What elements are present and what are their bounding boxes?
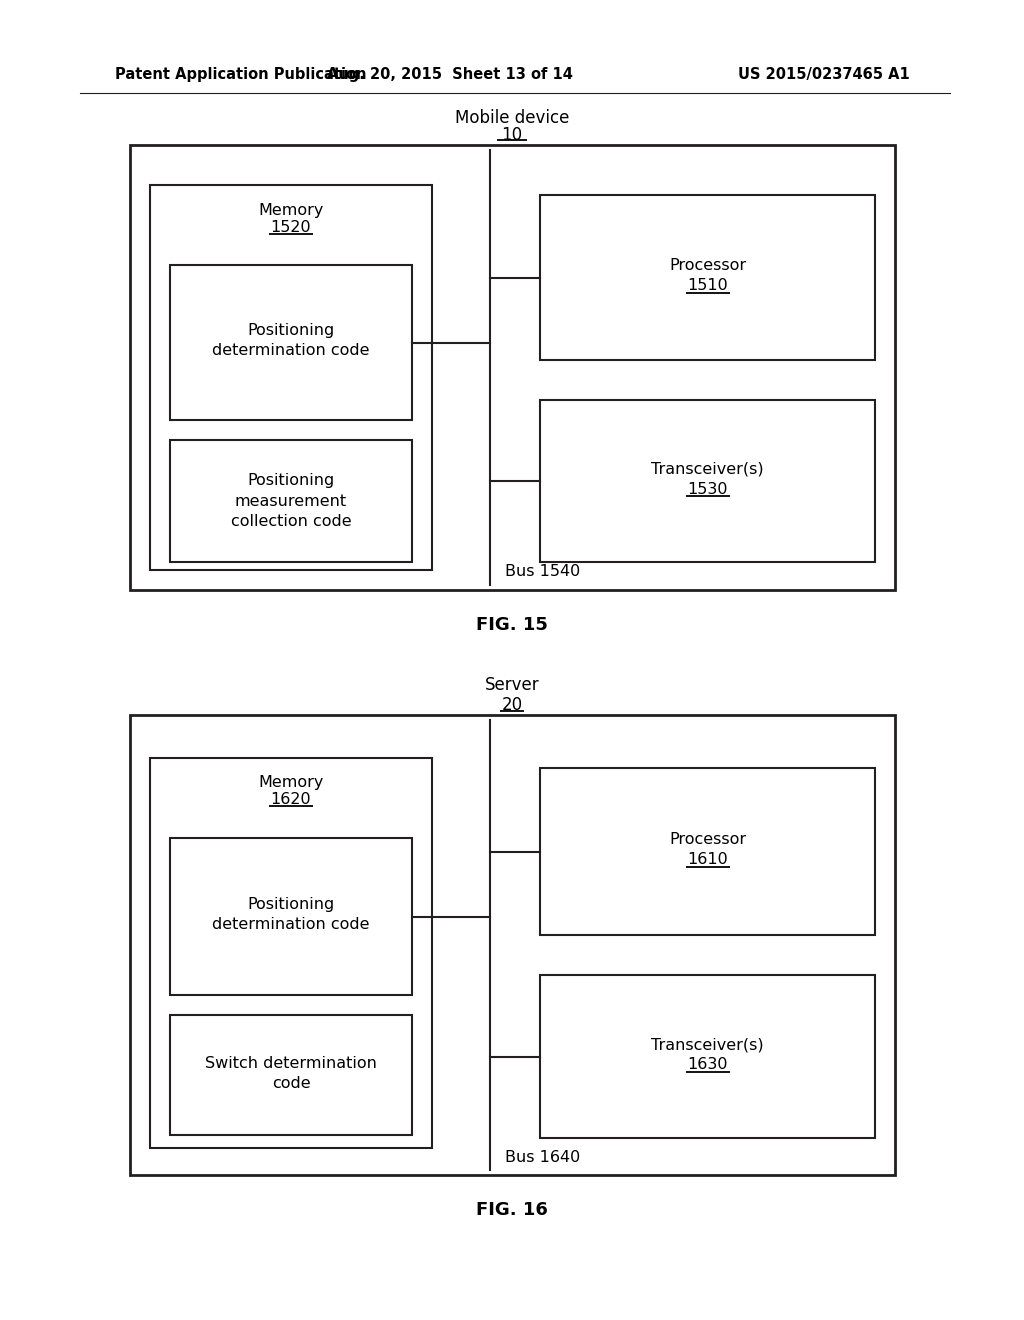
Text: Mobile device: Mobile device — [455, 110, 569, 127]
Text: determination code: determination code — [212, 917, 370, 932]
Bar — [150, 758, 432, 1148]
Text: 20: 20 — [502, 696, 522, 714]
Text: 1530: 1530 — [687, 482, 728, 496]
Text: Positioning: Positioning — [248, 474, 335, 488]
Text: Transceiver(s): Transceiver(s) — [651, 1038, 764, 1052]
Text: Bus 1640: Bus 1640 — [505, 1150, 581, 1164]
Text: 10: 10 — [502, 125, 522, 144]
Text: 1620: 1620 — [270, 792, 311, 808]
Text: FIG. 16: FIG. 16 — [476, 1201, 548, 1218]
Text: determination code: determination code — [212, 343, 370, 358]
Text: Switch determination: Switch determination — [205, 1056, 377, 1071]
Bar — [170, 440, 412, 562]
Text: Memory: Memory — [258, 202, 324, 218]
Text: Aug. 20, 2015  Sheet 13 of 14: Aug. 20, 2015 Sheet 13 of 14 — [327, 67, 573, 82]
Bar — [150, 185, 432, 570]
Text: 1630: 1630 — [687, 1057, 728, 1072]
Bar — [170, 1015, 412, 1135]
Text: Patent Application Publication: Patent Application Publication — [115, 67, 367, 82]
Bar — [170, 838, 412, 995]
Text: collection code: collection code — [230, 513, 351, 528]
Text: Server: Server — [484, 676, 540, 694]
Bar — [540, 975, 874, 1138]
Text: Bus 1540: Bus 1540 — [505, 565, 581, 579]
Bar — [130, 145, 895, 590]
Text: Memory: Memory — [258, 775, 324, 789]
Text: code: code — [271, 1076, 310, 1090]
Text: Processor: Processor — [669, 257, 746, 273]
Text: FIG. 15: FIG. 15 — [476, 616, 548, 634]
Bar — [540, 768, 874, 935]
Bar — [540, 400, 874, 562]
Bar — [170, 265, 412, 420]
Text: measurement: measurement — [234, 494, 347, 508]
Text: Positioning: Positioning — [248, 323, 335, 338]
Text: Transceiver(s): Transceiver(s) — [651, 462, 764, 477]
Bar — [540, 195, 874, 360]
Text: Positioning: Positioning — [248, 898, 335, 912]
Text: US 2015/0237465 A1: US 2015/0237465 A1 — [738, 67, 910, 82]
Text: 1510: 1510 — [687, 279, 728, 293]
Bar — [130, 715, 895, 1175]
Text: 1520: 1520 — [270, 220, 311, 235]
Text: 1610: 1610 — [687, 851, 728, 867]
Text: Processor: Processor — [669, 832, 746, 847]
